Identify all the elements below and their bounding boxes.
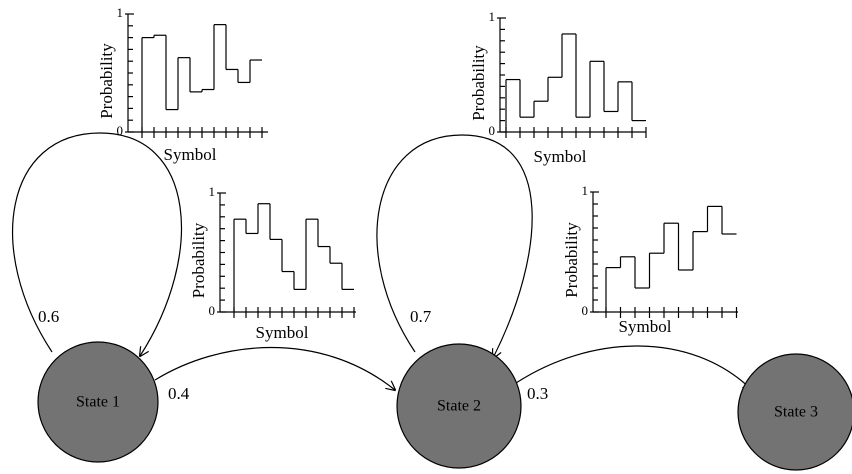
x-axis-label: Symbol (619, 317, 672, 336)
node-label: State 2 (437, 398, 481, 415)
node (37, 341, 159, 463)
y-tick-label: 1 (209, 184, 216, 199)
y-tick-label: 1 (582, 183, 589, 198)
x-axis-label: Symbol (534, 147, 587, 166)
edge (12, 132, 183, 356)
x-axis-label: Symbol (256, 323, 309, 342)
edge-label: 0.6 (38, 307, 59, 326)
edge-label: 0.3 (527, 384, 548, 403)
node-label: State 3 (774, 404, 818, 421)
node (396, 343, 522, 469)
y-axis-label: Probability (469, 45, 488, 121)
node-label: State 1 (76, 394, 120, 411)
x-axis-label: Symbol (164, 145, 217, 164)
node (737, 353, 852, 471)
y-axis-label: Probability (562, 222, 581, 298)
edge-label: 0.4 (168, 384, 190, 403)
y-tick-label: 0 (117, 123, 124, 138)
y-tick-label: 1 (489, 9, 496, 24)
y-axis-label: Probability (97, 43, 116, 119)
y-tick-label: 0 (582, 303, 589, 318)
edge (154, 347, 395, 391)
y-tick-label: 0 (209, 303, 216, 318)
y-tick-label: 1 (117, 5, 124, 20)
edge-label: 0.7 (410, 307, 432, 326)
y-tick-label: 0 (489, 123, 496, 138)
edge (515, 345, 752, 390)
edge (376, 134, 533, 358)
y-axis-label: Probability (189, 222, 208, 298)
